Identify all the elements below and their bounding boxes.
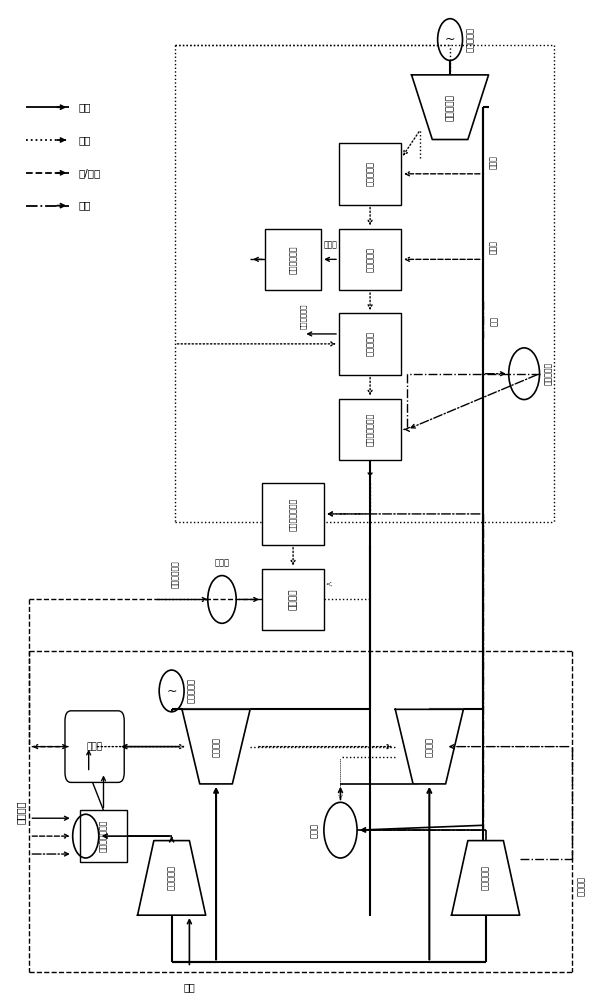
Text: 混合器: 混合器 <box>87 742 103 751</box>
Text: 空气: 空气 <box>78 102 90 112</box>
Text: 部分氧化反应器: 部分氧化反应器 <box>99 820 108 852</box>
Polygon shape <box>138 841 206 915</box>
FancyBboxPatch shape <box>339 313 401 375</box>
Polygon shape <box>451 841 520 915</box>
Text: 给水泵: 给水泵 <box>215 559 230 568</box>
FancyBboxPatch shape <box>339 229 401 290</box>
FancyBboxPatch shape <box>65 711 124 782</box>
FancyBboxPatch shape <box>80 810 127 862</box>
Text: 冷凝水: 冷凝水 <box>489 240 498 254</box>
Text: 高压透平: 高压透平 <box>212 737 221 757</box>
Polygon shape <box>182 709 250 784</box>
Text: 燃烧室: 燃烧室 <box>310 823 319 838</box>
Text: 空气: 空气 <box>184 982 196 992</box>
Text: 燃料: 燃料 <box>78 201 90 211</box>
Text: 冷却水冷却器: 冷却水冷却器 <box>289 245 298 274</box>
Text: 烟气冷却器: 烟气冷却器 <box>365 247 374 272</box>
Text: ~: ~ <box>445 33 455 46</box>
Text: 烟气复热器: 烟气复热器 <box>365 331 374 356</box>
Text: 第二燃料加热器: 第二燃料加热器 <box>289 497 298 531</box>
FancyBboxPatch shape <box>339 399 401 460</box>
Text: 烟气: 烟气 <box>78 135 90 145</box>
FancyBboxPatch shape <box>262 569 324 630</box>
FancyBboxPatch shape <box>265 229 321 290</box>
FancyBboxPatch shape <box>262 483 324 545</box>
Text: 低压压气机: 低压压气机 <box>481 865 490 890</box>
Text: 冷却空气: 冷却空气 <box>578 876 587 896</box>
Polygon shape <box>411 75 489 140</box>
FancyBboxPatch shape <box>339 143 401 205</box>
Text: 第一发电机: 第一发电机 <box>465 27 474 52</box>
Text: 低压透平: 低压透平 <box>425 737 434 757</box>
Text: 水雾过滤器: 水雾过滤器 <box>365 161 374 186</box>
Text: 过热蔭汽: 过热蔭汽 <box>16 800 26 824</box>
Text: 水/蔭汽: 水/蔭汽 <box>78 168 100 178</box>
Text: 烟气定化排入: 烟气定化排入 <box>300 303 306 329</box>
Text: 余热锅炉给水: 余热锅炉给水 <box>170 560 179 588</box>
Text: 排气压缩机: 排气压缩机 <box>446 94 454 121</box>
Text: 冷凝水: 冷凝水 <box>489 155 498 169</box>
Polygon shape <box>395 709 463 784</box>
Text: 第二发电机: 第二发电机 <box>187 678 196 703</box>
Text: 第一燃料加热器: 第一燃料加热器 <box>365 413 374 446</box>
Text: 燃料压缩机: 燃料压缩机 <box>544 362 553 385</box>
Text: 高压压气机: 高压压气机 <box>167 865 176 890</box>
Text: ~: ~ <box>166 684 177 697</box>
Text: 冷却水: 冷却水 <box>323 240 337 249</box>
Text: 余热锅炉: 余热锅炉 <box>289 589 298 610</box>
Text: 燃料: 燃料 <box>490 316 499 326</box>
